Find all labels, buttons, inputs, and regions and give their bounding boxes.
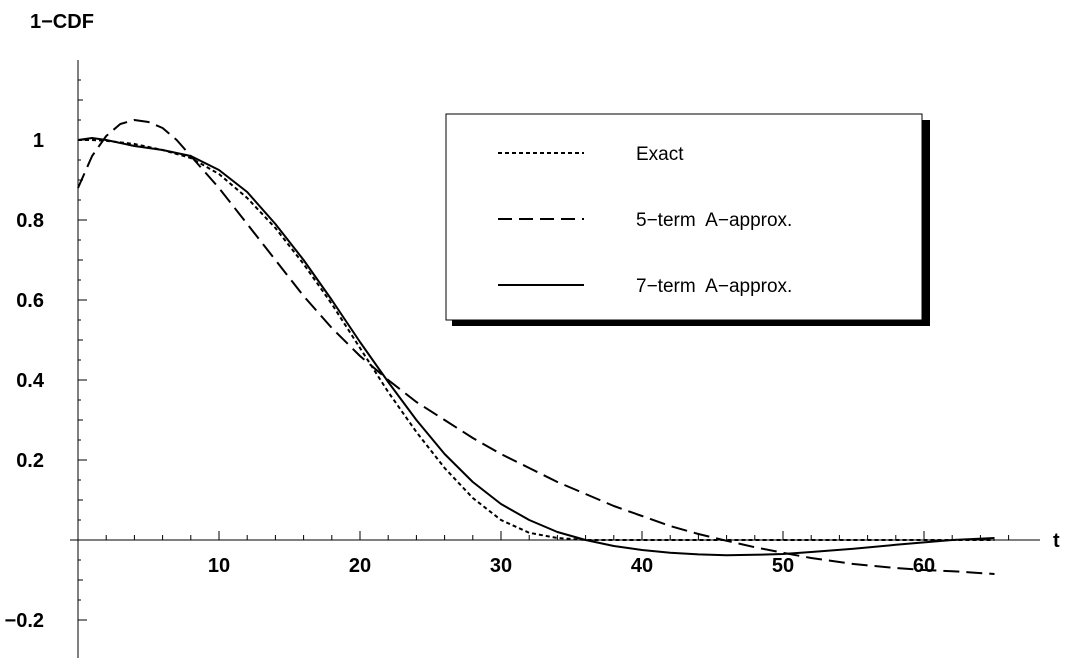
legend-label-exact: Exact bbox=[636, 144, 684, 165]
y-tick-label: 0.6 bbox=[16, 290, 44, 312]
series-line-solid bbox=[77, 137, 995, 557]
y-tick-labels: −0.2 0.2 0.4 0.6 0.8 1 bbox=[5, 130, 45, 632]
y-axis-title: 1−CDF bbox=[30, 11, 94, 33]
legend: Exact 5−term A−approx. 7−term A−approx. bbox=[445, 113, 930, 326]
y-tick-label: 1 bbox=[33, 130, 44, 152]
x-tick-label: 10 bbox=[208, 555, 230, 577]
y-tick-label: −0.2 bbox=[5, 610, 44, 632]
y-tick-label: 0.4 bbox=[16, 370, 45, 392]
y-major-ticks bbox=[78, 139, 87, 621]
axes-layer: 10 20 30 40 50 60 −0.2 0.2 0.4 0.6 0.8 1 bbox=[5, 60, 1040, 658]
x-major-ticks bbox=[218, 531, 925, 540]
x-tick-label: 40 bbox=[631, 555, 653, 577]
y-minor-ticks bbox=[78, 79, 83, 601]
y-tick-label: 0.8 bbox=[16, 210, 44, 232]
y-tick-label: 0.2 bbox=[16, 450, 44, 472]
x-tick-label: 60 bbox=[913, 555, 935, 577]
legend-label-5-term: 5−term A−approx. bbox=[636, 210, 792, 231]
x-tick-labels: 10 20 30 40 50 60 bbox=[208, 555, 935, 577]
x-tick-label: 20 bbox=[349, 555, 371, 577]
x-minor-ticks bbox=[105, 535, 1010, 540]
x-tick-label: 30 bbox=[490, 555, 512, 577]
legend-label-7-term: 7−term A−approx. bbox=[636, 276, 792, 297]
x-tick-label: 50 bbox=[772, 555, 794, 577]
x-axis-title: t bbox=[1053, 530, 1060, 552]
